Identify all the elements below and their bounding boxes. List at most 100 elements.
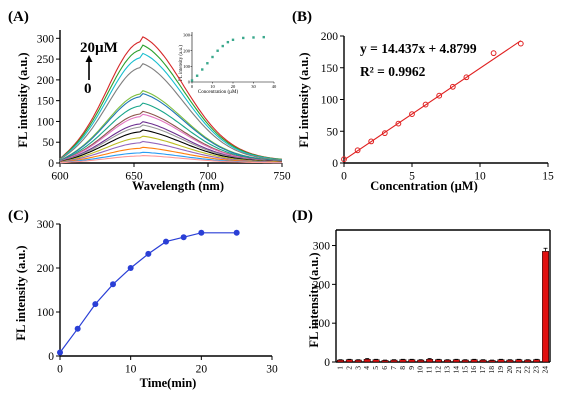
panel-d-x-tick-label: 4 (362, 366, 371, 370)
panel-a-x-label: Wavelength (nm) (132, 179, 224, 193)
panel-b-point (490, 50, 497, 57)
inset-y-tick-label: 100 (183, 64, 191, 69)
panel-b-point (368, 138, 375, 145)
panel-b-point (517, 40, 524, 47)
panel-b-x-tick-label: 0 (341, 171, 347, 183)
inset-point (226, 40, 230, 44)
panel-c-y-tick-label: 0 (48, 351, 54, 363)
panel-a-x-tick-label: 750 (273, 171, 291, 183)
panel-b-point (436, 92, 443, 99)
panel-d-x-tick-label: 1 (335, 366, 344, 370)
inset-y-tick-label: 0 (188, 80, 191, 85)
panel-a-spectrum (59, 92, 283, 162)
panel-a-x-tick-label: 650 (125, 171, 143, 183)
panel-d-x-tick-label: 9 (407, 366, 416, 370)
panel-d-x-tick-label: 7 (389, 366, 398, 370)
panel-a-y-tick-label: 250 (37, 54, 55, 66)
panel-d-bar (408, 359, 416, 363)
inset-x-tick-label: 30 (251, 84, 256, 89)
inset-point (231, 38, 235, 42)
panel-b-y-label: FL intensity (a.u.) (297, 52, 311, 147)
panel-d-bar (470, 359, 478, 363)
panel-c-x-tick-label: 10 (125, 364, 137, 376)
inset-x-tick-label: 0 (191, 84, 194, 89)
panel-a-y-tick-label: 200 (37, 75, 55, 87)
panel-c-point (92, 301, 99, 308)
panel-d-x-tick-label: 12 (434, 366, 443, 374)
panel-b-r2: R² = 0.9962 (360, 64, 426, 79)
panel-b-x-tick-label: 5 (409, 171, 415, 183)
panel-d-bar (443, 359, 451, 363)
panel-b-x-tick-label: 10 (474, 171, 486, 183)
panel-a-y-label: FL intensity (a.u.) (16, 52, 30, 147)
panel-d-bar (435, 359, 443, 363)
panel-a-y-tick-label: 150 (37, 96, 55, 108)
panel-a-y-tick-label: 100 (37, 116, 55, 128)
panel-a-spectrum (59, 113, 283, 162)
panel-d-x-tick-label: 15 (460, 366, 469, 374)
panel-a-spectrum (59, 44, 283, 160)
panel-d-bar (354, 359, 362, 363)
panel-b-x-label: Concentration (µM) (370, 179, 478, 193)
inset-x-tick-label: 40 (272, 84, 277, 89)
panel-b-point (341, 156, 347, 163)
panel-d-y-label: FL intensity (a.u.) (307, 252, 321, 347)
inset-point (206, 62, 209, 65)
inset-point (242, 36, 245, 40)
panel-b-fit-line (343, 40, 522, 161)
panel-d-x-tick-label: 17 (478, 366, 487, 374)
panel-d-x-tick-label: 18 (487, 366, 496, 374)
inset-point (252, 36, 255, 39)
panel-b-y-tick-label: 0 (332, 158, 338, 170)
inset-point (195, 74, 199, 77)
panel-b-chart: Concentration (µM) FL intensity (a.u.) y… (297, 31, 554, 193)
inset-point (211, 55, 214, 59)
panel-a-spectrum (59, 63, 283, 161)
panel-a-annotation-bottom: 0 (84, 81, 92, 97)
panel-c-x-tick-label: 20 (196, 364, 208, 376)
panel-c-point (110, 281, 116, 288)
panel-b-point (463, 74, 470, 81)
panel-d-x-tick-label: 14 (451, 366, 460, 374)
panel-d-x-tick-label: 20 (505, 366, 514, 374)
panel-b-point (449, 83, 456, 90)
panel-b-x-tick-label: 15 (542, 171, 554, 183)
panel-d-bar (345, 359, 353, 363)
panel-a-y-tick-label: 50 (43, 137, 55, 149)
inset-point (216, 49, 219, 52)
inset-x-label: Concentration (µM) (198, 90, 239, 95)
inset-x-tick-label: 20 (231, 84, 236, 89)
panel-c-x-tick-label: 30 (266, 364, 278, 376)
panel-c-point (74, 325, 81, 332)
panel-d-x-tick-label: 16 (469, 366, 478, 374)
panel-d-bar (417, 359, 425, 363)
panel-b-point (395, 120, 402, 127)
panel-d-bar (488, 360, 496, 363)
panel-d-x-tick-label: 22 (523, 366, 532, 374)
panel-d-y-tick-label: 100 (313, 318, 331, 330)
panel-b-point (354, 147, 361, 154)
inset-y-tick-label: 300 (183, 33, 191, 38)
panel-label-b: (B) (292, 9, 312, 25)
panel-a-y-tick-label: 300 (37, 33, 55, 45)
panel-d-y-tick-label: 200 (313, 279, 331, 291)
panel-d-x-tick-label: 24 (541, 366, 550, 374)
panel-a-spectrum (59, 146, 282, 164)
panel-d-y-tick-label: 0 (324, 357, 330, 369)
panel-d-bar (461, 359, 469, 363)
panel-a-y-tick-label: 0 (48, 158, 54, 170)
panel-d-bar (515, 359, 523, 363)
panel-d-x-tick-label: 13 (442, 366, 451, 374)
inset-y-tick-label: 200 (183, 48, 191, 53)
panel-c-chart: Time(min) FL intensity (a.u.) 0100200300… (14, 219, 278, 390)
panel-b-point (381, 130, 388, 137)
panel-c-point (57, 349, 63, 356)
panel-d-bar (533, 359, 541, 363)
panel-d-bar (381, 360, 389, 363)
panel-b-point (422, 101, 429, 108)
panel-label-a: (A) (8, 9, 29, 25)
panel-c-point (180, 234, 187, 241)
panel-d-bar (399, 359, 407, 363)
panel-a-arrow (85, 55, 93, 80)
